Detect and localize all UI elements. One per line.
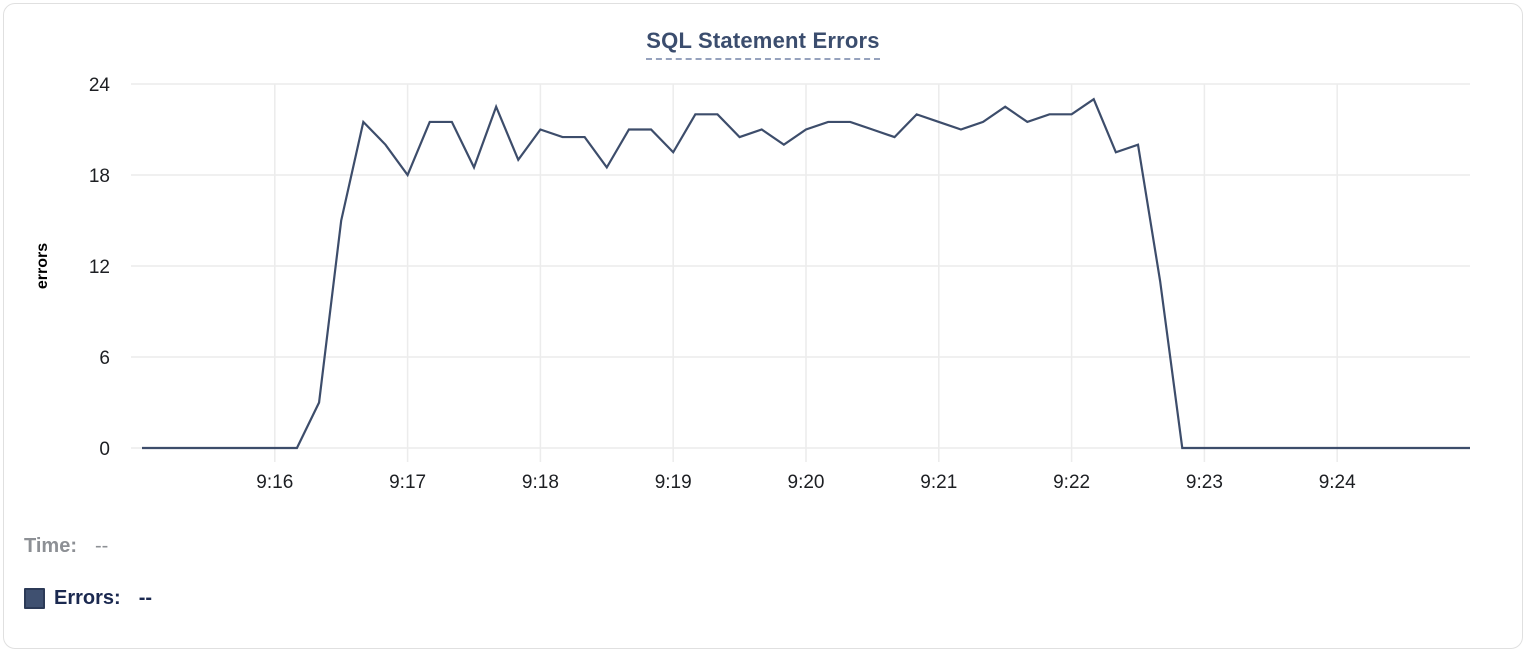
time-value: --	[94, 535, 109, 557]
x-tick-label: 9:18	[522, 472, 559, 493]
y-tick-label: 18	[89, 166, 110, 187]
y-tick-label: 6	[99, 348, 110, 369]
chart-card: SQL Statement Errors 0 6 12 18 24 9:16 9:17 9:1…	[3, 3, 1523, 649]
chart-header: SQL Statement Errors	[4, 28, 1522, 60]
y-tick-label: 12	[89, 257, 110, 278]
y-tick-label: 24	[89, 75, 111, 96]
x-tick-label: 9:16	[256, 472, 293, 493]
chart-title[interactable]: SQL Statement Errors	[646, 28, 880, 60]
errors-value: --	[138, 587, 153, 609]
tooltip-time-row: Time: --	[24, 535, 108, 558]
x-tick-label: 9:17	[389, 472, 426, 493]
x-tick-label: 9:21	[920, 472, 957, 493]
x-tick-label: 9:24	[1319, 472, 1356, 493]
y-axis-title: errors	[34, 243, 51, 289]
time-label: Time:	[24, 535, 77, 557]
x-tick-label: 9:20	[788, 472, 825, 493]
y-tick-label: 0	[99, 439, 110, 460]
errors-label: Errors:	[54, 587, 121, 609]
x-tick-label: 9:23	[1186, 472, 1223, 493]
errors-series-line	[142, 97, 1470, 450]
errors-line-chart[interactable]: 0 6 12 18 24 9:16 9:17 9:18 9:19 9:20 9:21 9:22 9:23…	[4, 4, 1522, 510]
errors-series-swatch	[24, 588, 45, 609]
x-tick-label: 9:22	[1053, 472, 1090, 493]
tooltip-errors-row: Errors: --	[24, 587, 152, 610]
x-tick-label: 9:19	[655, 472, 692, 493]
